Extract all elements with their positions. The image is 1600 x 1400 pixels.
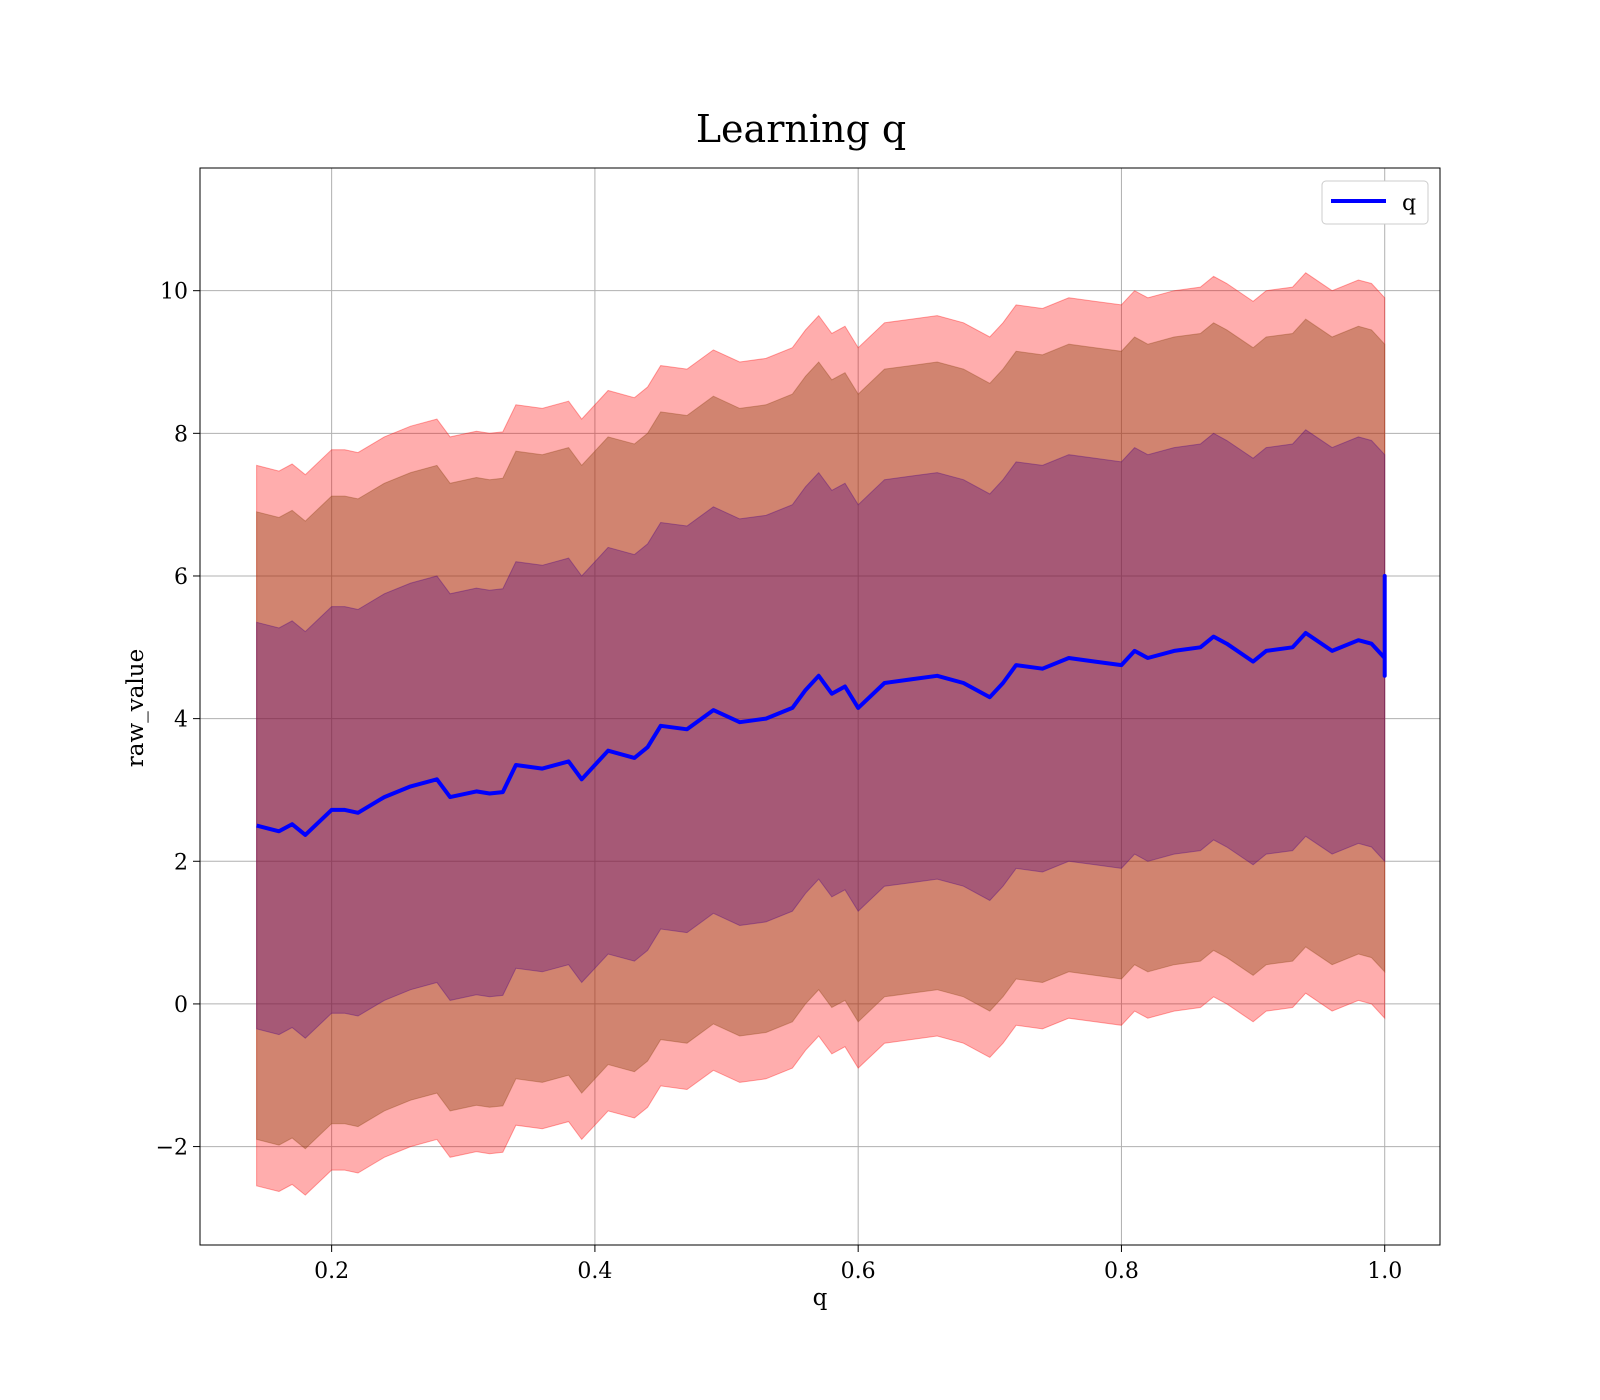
grid	[200, 168, 1440, 1245]
x-axis-label: q	[813, 1285, 828, 1311]
y-tick-label: 8	[174, 422, 188, 447]
confidence-band-1	[256, 272, 1386, 1196]
y-axis-label: raw_value	[123, 649, 149, 767]
x-tick-label: 1.0	[1367, 1259, 1402, 1284]
confidence-band-2	[256, 318, 1386, 1150]
legend: q	[1321, 180, 1429, 225]
series-line-q	[256, 574, 1387, 837]
y-tick-label: 6	[174, 565, 188, 590]
plot-frame	[199, 167, 1441, 1246]
y-tick-label: −2	[156, 1136, 188, 1161]
series-lines	[256, 574, 1387, 837]
x-tick-label: 0.6	[841, 1259, 876, 1284]
x-axis-ticks: 0.2 0.4 0.6 0.8 1.0	[314, 1245, 1402, 1284]
x-tick-label: 0.4	[577, 1259, 612, 1284]
y-tick-label: 2	[174, 850, 188, 875]
x-tick-label: 0.8	[1104, 1259, 1139, 1284]
chart-title: Learning q	[696, 107, 906, 151]
y-axis-ticks: −2 0 2 4 6 8 10	[156, 280, 200, 1161]
y-tick-label: 4	[174, 708, 188, 733]
y-tick-label: 10	[160, 280, 188, 305]
confidence-bands	[256, 272, 1386, 1196]
confidence-band-3	[256, 429, 1386, 1039]
x-tick-label: 0.2	[314, 1259, 349, 1284]
legend-label-q: q	[1402, 191, 1416, 216]
y-tick-label: 0	[174, 993, 188, 1018]
